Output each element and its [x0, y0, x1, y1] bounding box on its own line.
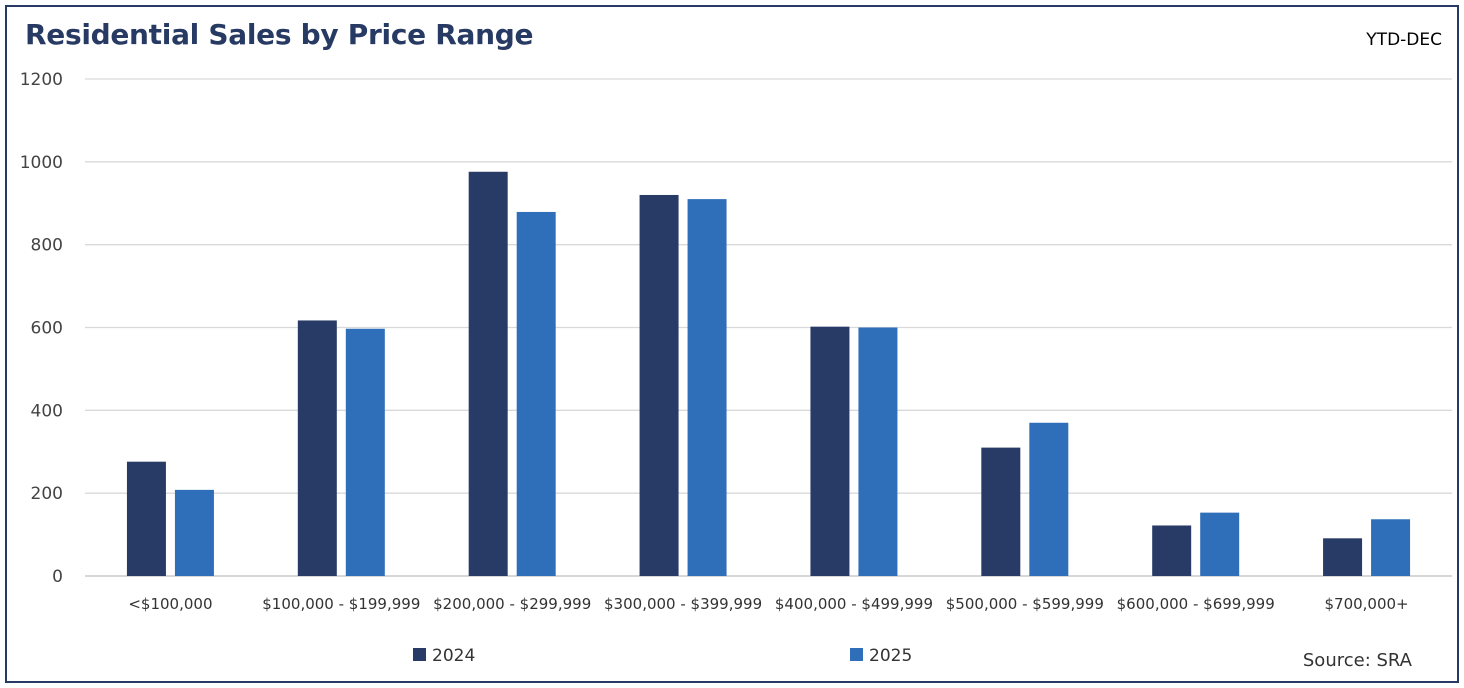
x-category-label: $400,000 - $499,999: [775, 595, 933, 613]
y-tick-label: 200: [31, 484, 63, 504]
bar-2024: [981, 447, 1021, 576]
bar-2025: [516, 211, 556, 576]
legend-swatch-2024: [413, 648, 426, 661]
bar-2024: [1152, 525, 1192, 576]
chart-title: Residential Sales by Price Range: [25, 18, 534, 51]
bar-2025: [174, 489, 214, 576]
bar-2024: [1323, 538, 1363, 576]
y-tick-label: 1000: [20, 153, 63, 173]
bar-2025: [345, 328, 385, 576]
y-tick-label: 800: [31, 236, 63, 256]
period-label: YTD-DEC: [1366, 30, 1442, 50]
bar-2024: [810, 326, 850, 576]
x-category-label: $100,000 - $199,999: [262, 595, 420, 613]
bar-2024: [639, 194, 679, 576]
x-category-label: $200,000 - $299,999: [433, 595, 591, 613]
bar-2025: [858, 327, 898, 576]
bar-2025: [1029, 422, 1069, 576]
y-tick-label: 400: [31, 401, 63, 421]
bar-2024: [126, 461, 166, 576]
legend-label-2024: 2024: [432, 646, 475, 666]
bar-2025: [687, 199, 727, 576]
source-label: Source: SRA: [1302, 650, 1412, 671]
x-category-label: $700,000+: [1324, 595, 1408, 613]
bar-2025: [1200, 512, 1240, 576]
bar-2024: [297, 320, 337, 576]
x-category-label: $500,000 - $599,999: [946, 595, 1104, 613]
x-category-label: $600,000 - $699,999: [1117, 595, 1275, 613]
y-tick-label: 600: [31, 319, 63, 339]
x-category-label: $300,000 - $399,999: [604, 595, 762, 613]
bar-2024: [468, 171, 508, 577]
y-tick-label: 1200: [20, 70, 63, 90]
y-tick-label: 0: [52, 567, 63, 587]
legend-label-2025: 2025: [869, 646, 912, 666]
legend-swatch-2025: [850, 648, 863, 661]
x-category-label: <$100,000: [128, 595, 212, 613]
bar-2025: [1371, 519, 1411, 576]
